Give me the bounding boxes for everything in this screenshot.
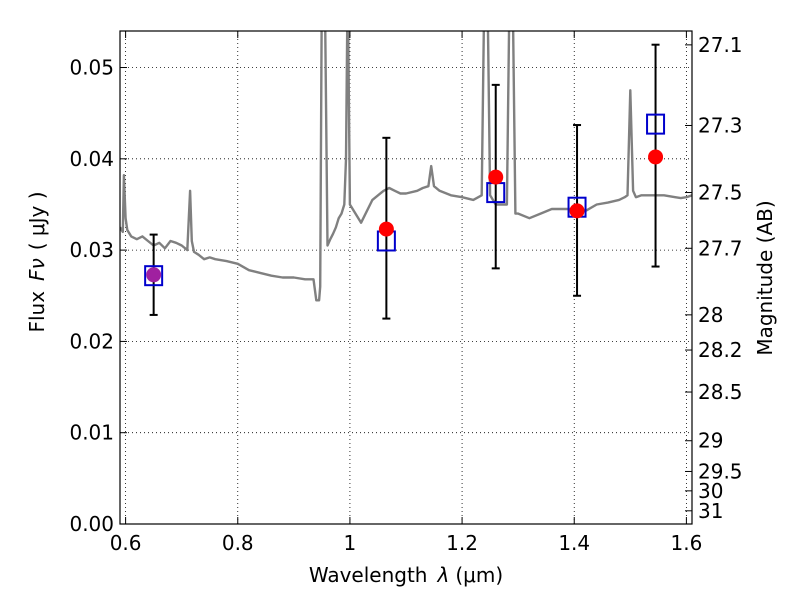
- model-photometry-square: [144, 265, 164, 287]
- data-marks: [144, 43, 666, 320]
- mag-tick-label: 30: [698, 479, 723, 503]
- mag-tick-label: 27.3: [698, 113, 743, 137]
- y-tick-label: 0.03: [69, 238, 114, 262]
- x-tick-label: 1: [344, 531, 357, 555]
- x-tick-label: 1.4: [558, 531, 590, 555]
- mag-tick-label: 29: [698, 429, 723, 453]
- model-photometry-square: [646, 113, 666, 135]
- mag-tick-label: 28.2: [698, 338, 743, 362]
- mag-tick-label: 27.1: [698, 33, 743, 57]
- y-tick-label: 0.02: [69, 329, 114, 353]
- right-axis-title: Magnitude (AB): [753, 200, 777, 355]
- x-tick-label: 1.2: [446, 531, 478, 555]
- spectrum-line: [120, 31, 692, 302]
- x-tick-label: 1.6: [670, 531, 702, 555]
- observed-photometry-point: [648, 149, 664, 165]
- plot-frame: [119, 30, 693, 525]
- mag-tick-label: 31: [698, 499, 723, 523]
- mag-tick-label: 27.5: [698, 181, 743, 205]
- x-tick-label: 0.6: [110, 531, 142, 555]
- x-axis-title: Wavelength λ (μm): [309, 563, 503, 587]
- mag-tick-label: 28: [698, 303, 723, 327]
- grid-lines: [120, 31, 692, 525]
- mag-tick-label: 29.5: [698, 459, 743, 483]
- axes: 0.6 0.8 1 1.2 1.4 1.6 0.00 0.01 0.02 0.03 0.04 0.05…: [69, 31, 743, 555]
- x-tick-label: 0.8: [222, 531, 254, 555]
- plot-area: [120, 31, 692, 302]
- mag-tick-label: 27.7: [698, 236, 743, 260]
- y-axis-title: FluxFν( μJy ): [25, 191, 49, 332]
- y-tick-label: 0.05: [69, 56, 114, 80]
- observed-photometry-point: [569, 203, 585, 219]
- observed-photometry-point: [488, 169, 504, 185]
- mag-tick-label: 28.5: [698, 380, 743, 404]
- observed-photometry-point: [378, 221, 394, 237]
- observed-photometry-point: [146, 267, 162, 283]
- y-tick-label: 0.00: [69, 512, 114, 536]
- y-tick-label: 0.04: [69, 147, 114, 171]
- y-tick-label: 0.01: [69, 421, 114, 445]
